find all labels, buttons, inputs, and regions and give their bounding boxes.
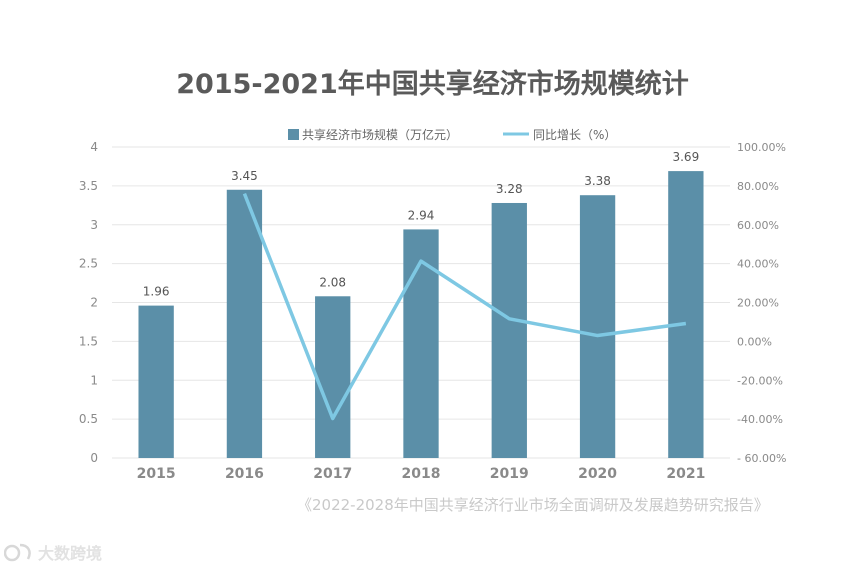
- x-axis-tick-label: 2015: [137, 466, 176, 482]
- data-label-2021: 3.69: [672, 150, 699, 164]
- bar-2020: [579, 195, 616, 458]
- bar-2015: [138, 305, 174, 458]
- legend: 共享经济市场规模（万亿元） 同比增长（%）: [288, 127, 616, 142]
- data-label-2018: 2.94: [408, 208, 435, 222]
- bar-2016: [226, 189, 263, 458]
- growth-rate-line: [242, 193, 687, 421]
- left-axis-tick-label: 1: [90, 373, 98, 387]
- legend-line-label: 同比增长（%）: [533, 128, 616, 142]
- left-axis-tick-label: 3: [90, 218, 98, 232]
- x-axis-tick-label: 2021: [666, 466, 705, 482]
- right-axis-tick-label: 100.00%: [737, 141, 786, 154]
- x-axis-tick-label: 2020: [578, 466, 617, 482]
- bar-series: [138, 171, 704, 459]
- data-labels: 1.96 3.45 2.08 2.94 3.28 3.38 3.69: [143, 150, 699, 299]
- left-axis-tick-label: 2: [90, 296, 98, 310]
- data-label-2016: 3.45: [231, 169, 258, 183]
- x-axis-tick-label: 2018: [402, 466, 441, 482]
- right-axis-ticks: - 60.00% -40.00% -20.00% 0.00% 20.00% 40.00% 6…: [737, 141, 786, 465]
- x-axis-ticks: 2015 2016 2017 2018 2019 2020 2021: [137, 466, 706, 482]
- data-label-2017: 2.08: [319, 275, 346, 289]
- right-axis-tick-label: 60.00%: [737, 219, 779, 232]
- watermark-logo-icon: [4, 543, 31, 562]
- watermark: 大数跨境: [4, 540, 102, 564]
- right-axis-tick-label: 40.00%: [737, 258, 779, 271]
- right-axis-tick-label: -20.00%: [737, 374, 783, 387]
- right-axis-tick-label: -40.00%: [737, 413, 783, 426]
- left-axis-tick-label: 0.5: [79, 412, 98, 426]
- data-label-2015: 1.96: [143, 285, 170, 299]
- left-axis-tick-label: 0: [90, 451, 98, 465]
- watermark-text: 大数跨境: [38, 544, 103, 563]
- left-axis-tick-label: 3.5: [79, 179, 98, 193]
- left-axis-ticks: 0 0.5 1 1.5 2 2.5 3 3.5 4: [79, 140, 98, 465]
- right-axis-tick-label: 80.00%: [737, 180, 779, 193]
- source-note: 《2022-2028年中国共享经济行业市场全面调研及发展趋势研究报告》: [297, 496, 769, 514]
- legend-bar-swatch: [288, 129, 299, 140]
- bar-2017: [315, 296, 351, 458]
- x-axis-tick-label: 2019: [490, 466, 529, 482]
- bar-2021: [668, 171, 704, 459]
- right-axis-tick-label: 0.00%: [737, 335, 772, 348]
- chart-title: 2015-2021年中国共享经济市场规模统计: [176, 69, 689, 100]
- left-axis-tick-label: 4: [90, 140, 98, 154]
- data-label-2020: 3.38: [584, 174, 611, 188]
- left-axis-tick-label: 1.5: [79, 334, 98, 348]
- x-axis-tick-label: 2017: [313, 466, 352, 482]
- x-axis-tick-label: 2016: [225, 466, 264, 482]
- right-axis-tick-label: - 60.00%: [737, 452, 786, 465]
- legend-bar-label: 共享经济市场规模（万亿元）: [302, 127, 458, 142]
- bar-2019: [491, 202, 527, 458]
- left-axis-tick-label: 2.5: [79, 257, 98, 271]
- data-label-2019: 3.28: [496, 182, 523, 196]
- right-axis-tick-label: 20.00%: [737, 297, 779, 310]
- line-series: [242, 193, 687, 421]
